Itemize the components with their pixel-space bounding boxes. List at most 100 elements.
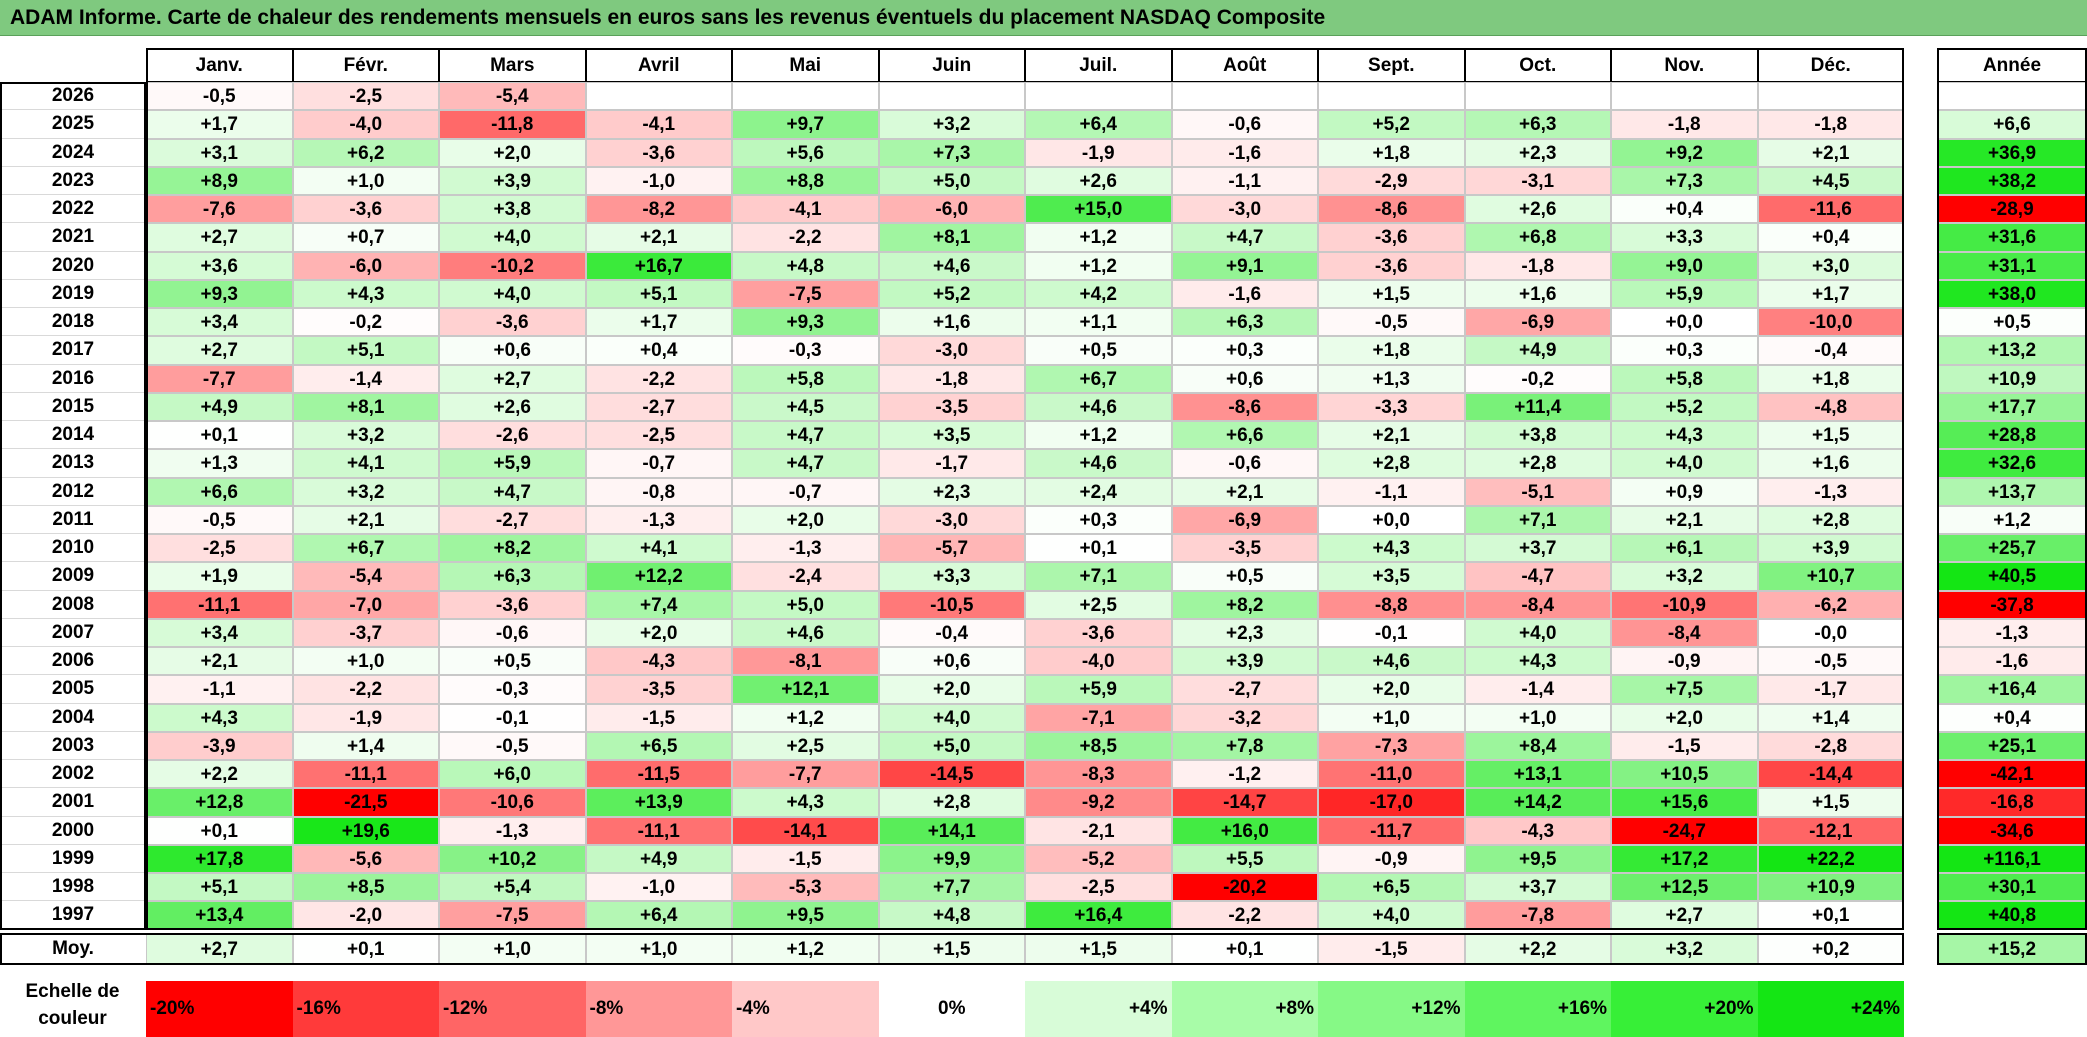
heatmap-cell: +0,1 (146, 421, 293, 450)
heatmap-cell: -5,1 (1464, 477, 1611, 506)
legend-swatch: +24% (1757, 981, 1904, 1037)
heatmap-cell: -2,5 (146, 534, 293, 563)
year-label: 2017 (0, 336, 146, 365)
heatmap-cell: -3,6 (585, 138, 732, 167)
heatmap-cell: -7,7 (146, 364, 293, 393)
heatmap-cell: +8,1 (292, 392, 439, 421)
heatmap-cell: -11,1 (146, 590, 293, 619)
average-cell: +1,0 (439, 932, 586, 965)
heatmap-cell: +0,5 (1171, 562, 1318, 591)
year-label: 2000 (0, 816, 146, 845)
heatmap-cell: +7,3 (1611, 166, 1758, 195)
heatmap-cell: +2,7 (146, 336, 293, 365)
heatmap-cell: +4,8 (878, 901, 1025, 930)
heatmap-cell: -2,8 (1757, 731, 1904, 760)
heatmap-cell: -14,1 (732, 816, 879, 845)
heatmap-cell: +9,0 (1611, 251, 1758, 280)
heatmap-cell: +3,1 (146, 138, 293, 167)
heatmap-cell: +2,3 (1171, 618, 1318, 647)
heatmap-cell: +4,7 (732, 449, 879, 478)
heatmap-cell: +3,0 (1757, 251, 1904, 280)
heatmap-cell: +1,8 (1318, 336, 1465, 365)
heatmap-cell: +7,7 (878, 873, 1025, 902)
heatmap-cell: -2,0 (292, 901, 439, 930)
heatmap-cell: +4,0 (1318, 901, 1465, 930)
year-label: 2021 (0, 223, 146, 252)
heatmap-cell: +4,5 (732, 392, 879, 421)
annual-cell: -1,3 (1937, 618, 2087, 647)
heatmap-cell: +4,3 (1464, 647, 1611, 676)
heatmap-cell: -0,6 (439, 618, 586, 647)
annual-cell: -16,8 (1937, 788, 2087, 817)
month-header: Juil. (1025, 48, 1172, 82)
heatmap-cell: -0,4 (1757, 336, 1904, 365)
heatmap-cell: +4,6 (1025, 392, 1172, 421)
heatmap-cell: +1,6 (878, 308, 1025, 337)
heatmap-cell: +3,3 (1611, 223, 1758, 252)
heatmap-cell: -0,3 (439, 675, 586, 704)
average-label: Moy. (0, 932, 146, 965)
heatmap-cell: -17,0 (1318, 788, 1465, 817)
heatmap-cell: +17,8 (146, 844, 293, 873)
annual-cell: -28,9 (1937, 195, 2087, 224)
year-label: 2018 (0, 308, 146, 337)
heatmap-cell: +2,8 (1757, 505, 1904, 534)
heatmap-cell: -7,6 (146, 195, 293, 224)
heatmap-cell: +5,0 (878, 166, 1025, 195)
heatmap-cell: -1,5 (732, 844, 879, 873)
year-label: 2003 (0, 731, 146, 760)
heatmap-cell: +6,4 (1025, 110, 1172, 139)
heatmap-cell: +0,1 (1025, 534, 1172, 563)
heatmap-cell: +5,1 (146, 873, 293, 902)
heatmap-cell: +1,1 (1025, 308, 1172, 337)
heatmap-cell: +4,0 (439, 279, 586, 308)
heatmap-cell: -7,5 (439, 901, 586, 930)
heatmap-cell: +9,5 (732, 901, 879, 930)
heatmap-cell: +2,1 (292, 505, 439, 534)
heatmap-cell: -3,5 (878, 392, 1025, 421)
heatmap-cell: +4,0 (1611, 449, 1758, 478)
heatmap-cell: +2,0 (585, 618, 732, 647)
heatmap-cell: +3,5 (878, 421, 1025, 450)
heatmap-cell: +4,5 (1757, 166, 1904, 195)
annual-cell: +13,7 (1937, 477, 2087, 506)
heatmap-cell: +0,5 (1025, 336, 1172, 365)
legend-swatch: +20% (1611, 981, 1758, 1037)
heatmap-cell: +2,1 (585, 223, 732, 252)
heatmap-cell: -1,2 (1171, 760, 1318, 789)
heatmap-cell: -0,5 (1318, 308, 1465, 337)
heatmap-cell: +8,2 (439, 534, 586, 563)
heatmap-cell: +3,3 (878, 562, 1025, 591)
heatmap-cell: +4,1 (585, 534, 732, 563)
year-label: 2001 (0, 788, 146, 817)
heatmap-cell: -1,7 (878, 449, 1025, 478)
annual-cell: +17,7 (1937, 392, 2087, 421)
heatmap-cell: -3,3 (1318, 392, 1465, 421)
heatmap-cell: +7,1 (1464, 505, 1611, 534)
heatmap-cell: +4,0 (439, 223, 586, 252)
heatmap-cell: -0,2 (1464, 364, 1611, 393)
annual-cell: +1,2 (1937, 505, 2087, 534)
heatmap-cell: +9,3 (732, 308, 879, 337)
heatmap-cell: +6,6 (146, 477, 293, 506)
annual-cell: -37,8 (1937, 590, 2087, 619)
year-label: 2026 (0, 82, 146, 111)
heatmap-cell: -8,2 (585, 195, 732, 224)
year-label: 2008 (0, 590, 146, 619)
legend-label: Echelle de couleur (25, 981, 120, 1029)
heatmap-cell: +6,5 (1318, 873, 1465, 902)
heatmap-cell: +8,4 (1464, 731, 1611, 760)
heatmap-cell: +4,2 (1025, 279, 1172, 308)
year-label: 2009 (0, 562, 146, 591)
heatmap-cell: -10,5 (878, 590, 1025, 619)
heatmap-cell: -3,6 (439, 308, 586, 337)
heatmap-cell: -2,5 (292, 82, 439, 111)
heatmap-cell: +0,3 (1611, 336, 1758, 365)
annual-cell: -42,1 (1937, 760, 2087, 789)
heatmap-cell: -1,6 (1171, 138, 1318, 167)
heatmap-cell: +22,2 (1757, 844, 1904, 873)
heatmap-cell (1025, 82, 1172, 111)
average-cell: +2,7 (146, 932, 293, 965)
heatmap-cell: +1,2 (1025, 251, 1172, 280)
heatmap-cell: +2,0 (1318, 675, 1465, 704)
